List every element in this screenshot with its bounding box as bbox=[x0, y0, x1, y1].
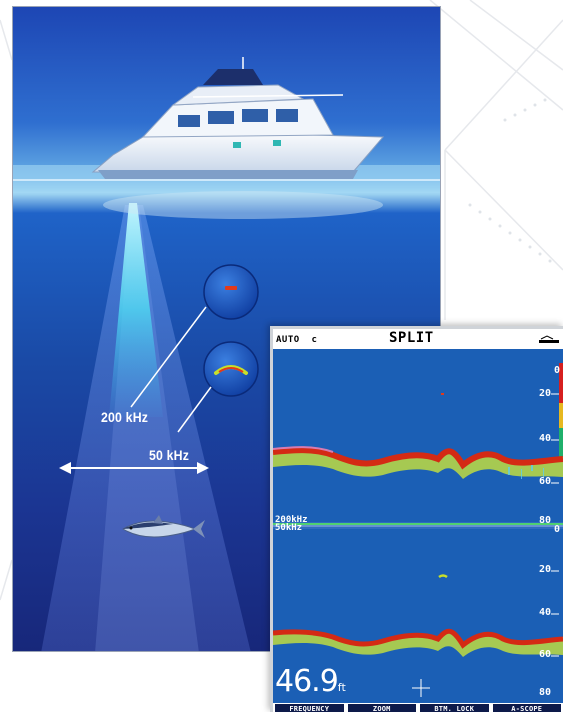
target-bubble-50khz bbox=[203, 341, 259, 397]
label-200khz: 200 kHz bbox=[101, 409, 149, 425]
leader-line-200khz bbox=[130, 306, 207, 408]
display-header: AUTO c SPLIT bbox=[273, 329, 563, 349]
frequency-tag-200khz: 200kHz bbox=[275, 515, 308, 525]
softkey-a-scope[interactable]: A-SCOPE bbox=[492, 704, 561, 712]
narrow-beam bbox=[109, 203, 163, 417]
softkey-frequency[interactable]: FREQUENCY bbox=[275, 704, 344, 712]
depth-tick-bottom-20: 20 bbox=[539, 564, 552, 575]
depth-tick-bottom-80: 80 bbox=[539, 687, 552, 698]
beam-width-arrow bbox=[59, 462, 209, 474]
frequency-tag-50khz: 50kHz bbox=[275, 523, 303, 533]
target-bubble-200khz bbox=[203, 264, 259, 320]
echogram bbox=[273, 349, 563, 706]
depth-tick-top-60: 60 bbox=[539, 476, 552, 487]
bottom-trace-200khz bbox=[273, 446, 563, 479]
softkey-bottom-lock[interactable]: BTM. LOCK bbox=[420, 704, 489, 712]
softkey-zoom[interactable]: ZOOM bbox=[347, 704, 416, 712]
softkey-bar: FREQUENCY ZOOM BTM. LOCK A-SCOPE bbox=[273, 703, 563, 712]
crosshair-icon bbox=[412, 679, 430, 697]
tuna-fish bbox=[122, 515, 205, 538]
depth-tick-bottom-40: 40 bbox=[539, 607, 552, 618]
depth-readout: 46.9ft bbox=[275, 667, 346, 703]
depth-tick-top-40: 40 bbox=[539, 433, 552, 444]
depth-unit: ft bbox=[337, 681, 346, 694]
illustration-graphic bbox=[13, 57, 440, 651]
depth-tick-bottom-0: 0 bbox=[554, 524, 561, 535]
wide-beam bbox=[41, 205, 251, 651]
depth-tick-top-0: 0 bbox=[554, 365, 561, 376]
depth-tick-top-80: 80 bbox=[539, 515, 552, 526]
label-50khz: 50 kHz bbox=[149, 447, 190, 463]
boat bbox=[91, 57, 385, 179]
view-title: SPLIT bbox=[389, 330, 434, 346]
depth-tick-bottom-60: 60 bbox=[539, 649, 552, 660]
bottom-trace-50khz bbox=[273, 628, 563, 657]
sonar-display: AUTO c SPLIT bbox=[270, 326, 563, 712]
range-scale-icon bbox=[539, 335, 559, 343]
mode-indicator: AUTO c bbox=[276, 335, 318, 345]
depth-value: 46.9 bbox=[275, 664, 339, 699]
depth-tick-top-20: 20 bbox=[539, 388, 552, 399]
leader-line-50khz bbox=[177, 386, 212, 433]
